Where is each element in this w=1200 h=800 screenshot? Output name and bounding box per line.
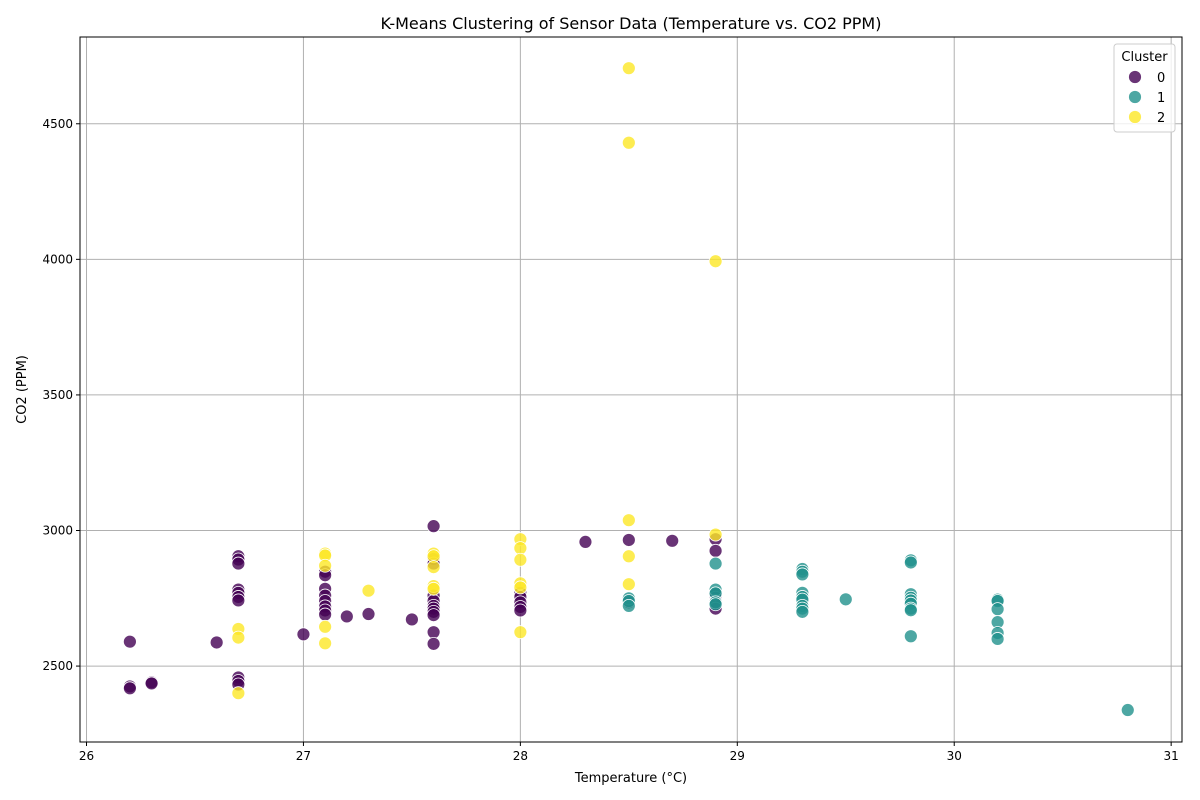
x-tick-label: 31 (1164, 749, 1179, 763)
data-point-cluster-0 (361, 607, 376, 621)
data-point-cluster-0 (296, 627, 311, 642)
data-point-cluster-2 (621, 135, 636, 150)
x-tick-label: 28 (513, 749, 528, 763)
data-point-cluster-0 (621, 533, 636, 547)
y-tick-label: 3500 (42, 388, 73, 402)
data-point-cluster-2 (513, 580, 528, 595)
data-point-cluster-1 (990, 632, 1005, 646)
data-point-cluster-2 (361, 583, 376, 598)
data-point-cluster-2 (318, 558, 333, 573)
data-point-cluster-0 (339, 609, 354, 624)
data-point-cluster-1 (990, 602, 1005, 617)
data-points (122, 61, 1135, 717)
x-tick-label: 27 (296, 749, 311, 763)
y-tick-label: 4000 (42, 252, 73, 266)
data-point-cluster-2 (318, 636, 333, 651)
y-tick-label: 3000 (42, 524, 73, 538)
x-tick-label: 26 (79, 749, 94, 763)
data-point-cluster-0 (231, 556, 246, 571)
data-point-cluster-0 (426, 636, 441, 651)
data-point-cluster-0 (426, 625, 441, 640)
data-point-cluster-2 (513, 541, 528, 556)
legend-title: Cluster (1121, 50, 1168, 65)
data-point-cluster-0 (318, 607, 333, 622)
legend-box (1113, 43, 1176, 133)
data-point-cluster-0 (209, 635, 224, 650)
legend-label-0: 0 (1157, 71, 1165, 86)
legend-marker-0 (1128, 70, 1142, 84)
y-tick-label: 4500 (42, 117, 73, 131)
legend-marker-2 (1128, 110, 1142, 124)
data-point-cluster-1 (708, 556, 723, 571)
data-point-cluster-0 (426, 519, 441, 534)
data-point-cluster-2 (708, 527, 723, 542)
legend-entries: 0 1 2 (1128, 70, 1165, 126)
data-point-cluster-2 (231, 686, 246, 701)
data-point-cluster-2 (426, 581, 441, 596)
data-point-cluster-2 (426, 560, 441, 575)
data-point-cluster-0 (426, 608, 441, 622)
data-point-cluster-0 (144, 676, 159, 691)
legend: Cluster 0 1 2 (1113, 43, 1176, 133)
data-point-cluster-2 (621, 61, 636, 76)
data-point-cluster-0 (513, 603, 528, 618)
data-point-cluster-0 (578, 534, 593, 549)
data-point-cluster-1 (708, 597, 723, 612)
data-point-cluster-0 (122, 634, 137, 649)
legend-label-1: 1 (1157, 91, 1165, 106)
data-point-cluster-1 (903, 603, 918, 618)
data-point-cluster-0 (665, 533, 680, 548)
data-point-cluster-1 (903, 555, 918, 570)
data-point-cluster-0 (405, 612, 419, 627)
data-point-cluster-2 (513, 552, 528, 567)
data-point-cluster-0 (708, 543, 723, 558)
data-point-cluster-1 (621, 598, 636, 613)
data-point-cluster-1 (795, 604, 810, 619)
data-point-cluster-2 (318, 619, 333, 634)
y-tick-label: 2500 (42, 659, 73, 673)
data-point-cluster-2 (708, 254, 723, 269)
x-tick-label: 30 (947, 749, 962, 763)
legend-label-2: 2 (1157, 111, 1165, 126)
data-point-cluster-0 (122, 681, 137, 696)
legend-marker-1 (1128, 90, 1142, 104)
data-point-cluster-1 (1120, 703, 1135, 717)
plot-frame (79, 36, 1183, 743)
data-point-cluster-2 (231, 630, 246, 645)
data-point-cluster-1 (903, 629, 918, 644)
y-axis-label: CO2 (PPM) (15, 355, 30, 424)
grid-lines (80, 37, 1182, 742)
y-axis-ticks: 2500 3000 3500 4000 4500 (42, 117, 80, 673)
data-point-cluster-1 (838, 592, 853, 607)
data-point-cluster-2 (621, 549, 636, 564)
chart-title: K-Means Clustering of Sensor Data (Tempe… (381, 14, 882, 33)
x-axis-label: Temperature (°C) (574, 771, 687, 786)
x-tick-label: 29 (730, 749, 745, 763)
data-point-cluster-0 (231, 593, 246, 608)
data-point-cluster-2 (513, 625, 528, 640)
data-point-cluster-2 (621, 513, 636, 528)
data-point-cluster-1 (795, 567, 810, 582)
x-axis-ticks: 26 27 28 29 30 31 (79, 742, 1179, 763)
data-point-cluster-2 (621, 577, 636, 592)
